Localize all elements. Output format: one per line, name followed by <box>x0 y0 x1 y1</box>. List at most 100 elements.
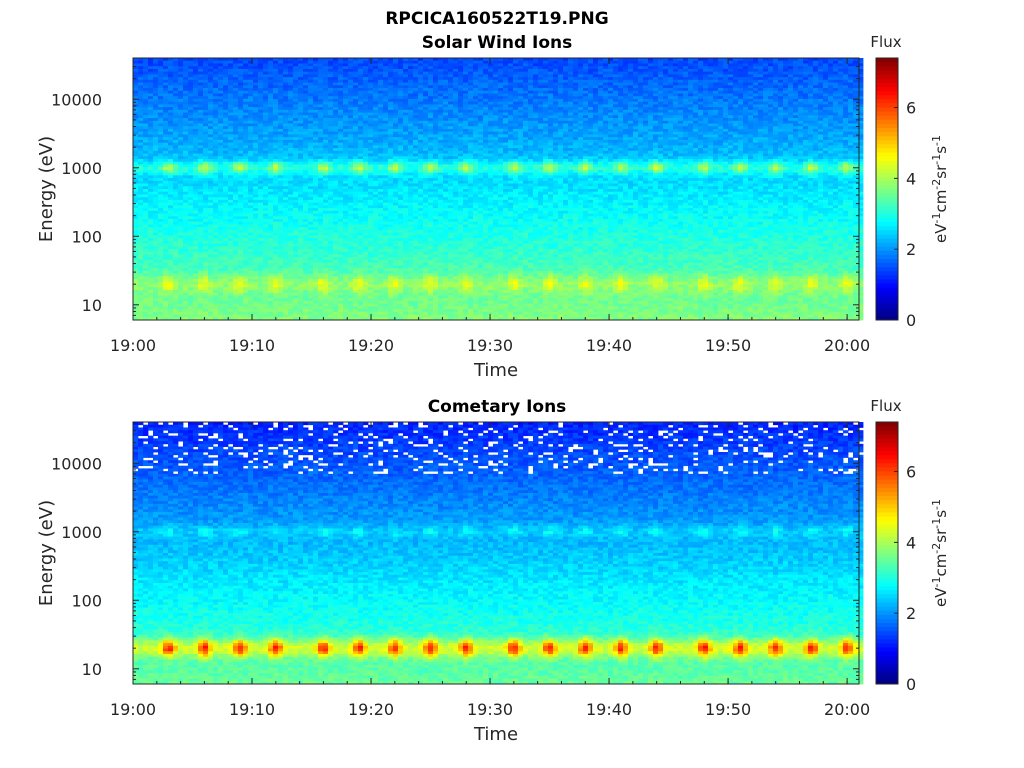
heat-cell <box>263 164 268 167</box>
heat-cell <box>153 175 158 178</box>
heat-cell <box>378 93 383 96</box>
heat-cell <box>328 164 333 167</box>
heat-cell <box>228 301 233 304</box>
heat-cell <box>303 80 308 83</box>
heat-cell <box>238 301 243 304</box>
heat-cell <box>268 77 273 80</box>
heat-cell <box>278 312 283 315</box>
heat-cell <box>258 200 263 203</box>
heat-cell <box>388 268 393 271</box>
heat-cell <box>193 181 198 184</box>
heat-cell <box>193 293 198 296</box>
heat-cell <box>258 143 263 146</box>
heat-cell <box>228 159 233 162</box>
heat-cell <box>243 140 248 143</box>
heat-cell <box>278 306 283 309</box>
heat-cell <box>388 306 393 309</box>
heat-cell <box>358 252 363 255</box>
heat-cell <box>338 148 343 151</box>
heat-cell <box>373 145 378 148</box>
heat-cell <box>228 230 233 233</box>
heat-cell <box>288 148 293 151</box>
heat-cell <box>293 61 298 64</box>
heat-cell <box>308 274 313 277</box>
heat-cell <box>183 63 188 66</box>
heat-cell <box>193 244 198 247</box>
heat-cell <box>178 118 183 121</box>
heat-cell <box>293 189 298 192</box>
heat-cell <box>233 85 238 88</box>
heat-cell <box>188 99 193 102</box>
heat-cell <box>268 99 273 102</box>
heat-cell <box>163 151 168 154</box>
heat-cell <box>308 184 313 187</box>
heat-cell <box>338 61 343 64</box>
heat-cell <box>143 241 148 244</box>
heat-cell <box>388 85 393 88</box>
heat-cell <box>193 164 198 167</box>
heat-cell <box>323 257 328 260</box>
heat-cell <box>263 107 268 110</box>
heat-cell <box>208 140 213 143</box>
heat-cell <box>288 170 293 173</box>
heat-cell <box>213 186 218 189</box>
heat-cell <box>343 216 348 219</box>
heat-cell <box>303 298 308 301</box>
heat-cell <box>263 132 268 135</box>
heat-cell <box>178 137 183 140</box>
heat-cell <box>143 175 148 178</box>
heat-cell <box>158 126 163 129</box>
heat-cell <box>198 77 203 80</box>
heat-cell <box>233 230 238 233</box>
heat-cell <box>308 104 313 107</box>
heat-cell <box>153 178 158 181</box>
heat-cell <box>283 224 288 227</box>
heat-cell <box>313 200 318 203</box>
heat-cell <box>198 113 203 116</box>
heat-cell <box>248 219 253 222</box>
heat-cell <box>278 99 283 102</box>
heat-cell <box>148 285 153 288</box>
heat-cell <box>388 61 393 64</box>
heat-cell <box>218 159 223 162</box>
heat-cell <box>353 63 358 66</box>
heat-cell <box>263 104 268 107</box>
heat-cell <box>298 309 303 312</box>
heat-cell <box>228 63 233 66</box>
heat-cell <box>213 295 218 298</box>
heat-cell <box>253 246 258 249</box>
heat-cell <box>143 260 148 263</box>
heat-cell <box>138 268 143 271</box>
heat-cell <box>348 156 353 159</box>
heat-cell <box>138 107 143 110</box>
heat-cell <box>243 178 248 181</box>
heat-cell <box>273 238 278 241</box>
heat-cell <box>383 184 388 187</box>
heat-cell <box>283 287 288 290</box>
heat-cell <box>183 205 188 208</box>
heat-cell <box>203 61 208 64</box>
heat-cell <box>258 309 263 312</box>
heat-cell <box>248 107 253 110</box>
heat-cell <box>153 197 158 200</box>
heat-cell <box>208 137 213 140</box>
heat-cell <box>308 263 313 266</box>
heat-cell <box>388 80 393 83</box>
heat-cell <box>363 315 368 318</box>
heat-cell <box>248 151 253 154</box>
heat-cell <box>378 69 383 72</box>
heat-cell <box>318 293 323 296</box>
heat-cell <box>218 222 223 225</box>
heat-cell <box>293 159 298 162</box>
heat-cell <box>263 143 268 146</box>
heat-cell <box>308 126 313 129</box>
heat-cell <box>358 216 363 219</box>
heat-cell <box>168 118 173 121</box>
heat-cell <box>333 132 338 135</box>
heat-cell <box>333 88 338 91</box>
heat-cell <box>273 132 278 135</box>
heat-cell <box>298 216 303 219</box>
heat-cell <box>343 290 348 293</box>
heat-cell <box>243 93 248 96</box>
heat-cell <box>228 134 233 137</box>
